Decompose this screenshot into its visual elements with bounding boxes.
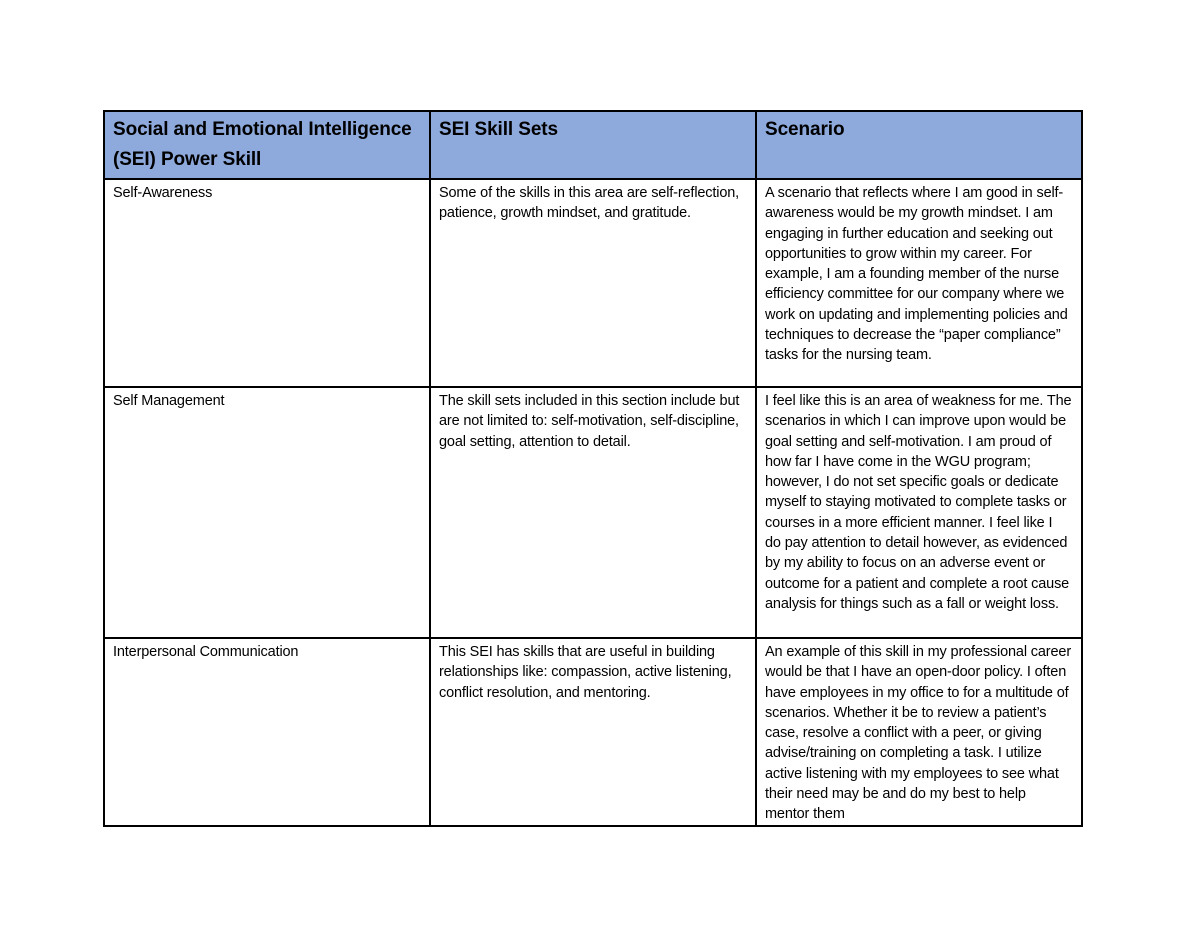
cell-skill-self-awareness: Self-Awareness xyxy=(103,178,431,388)
table-row: Interpersonal Communication This SEI has… xyxy=(103,637,1083,827)
cell-scenario-self-awareness: A scenario that reflects where I am good… xyxy=(755,178,1083,388)
table-row: Self-Awareness Some of the skills in thi… xyxy=(103,178,1083,388)
cell-skill-interpersonal-communication: Interpersonal Communication xyxy=(103,637,431,827)
table-row: Self Management The skill sets included … xyxy=(103,386,1083,639)
cell-scenario-self-management: I feel like this is an area of weakness … xyxy=(755,386,1083,639)
column-header-power-skill: Social and Emotional Intelligence (SEI) … xyxy=(103,110,431,180)
sei-skills-table: Social and Emotional Intelligence (SEI) … xyxy=(103,110,1083,827)
cell-scenario-interpersonal-communication: An example of this skill in my professio… xyxy=(755,637,1083,827)
table-header-row: Social and Emotional Intelligence (SEI) … xyxy=(103,110,1083,180)
cell-skill-sets-self-management: The skill sets included in this section … xyxy=(429,386,757,639)
column-header-skill-sets: SEI Skill Sets xyxy=(429,110,757,180)
column-header-scenario: Scenario xyxy=(755,110,1083,180)
cell-skill-self-management: Self Management xyxy=(103,386,431,639)
cell-skill-sets-interpersonal-communication: This SEI has skills that are useful in b… xyxy=(429,637,757,827)
cell-skill-sets-self-awareness: Some of the skills in this area are self… xyxy=(429,178,757,388)
